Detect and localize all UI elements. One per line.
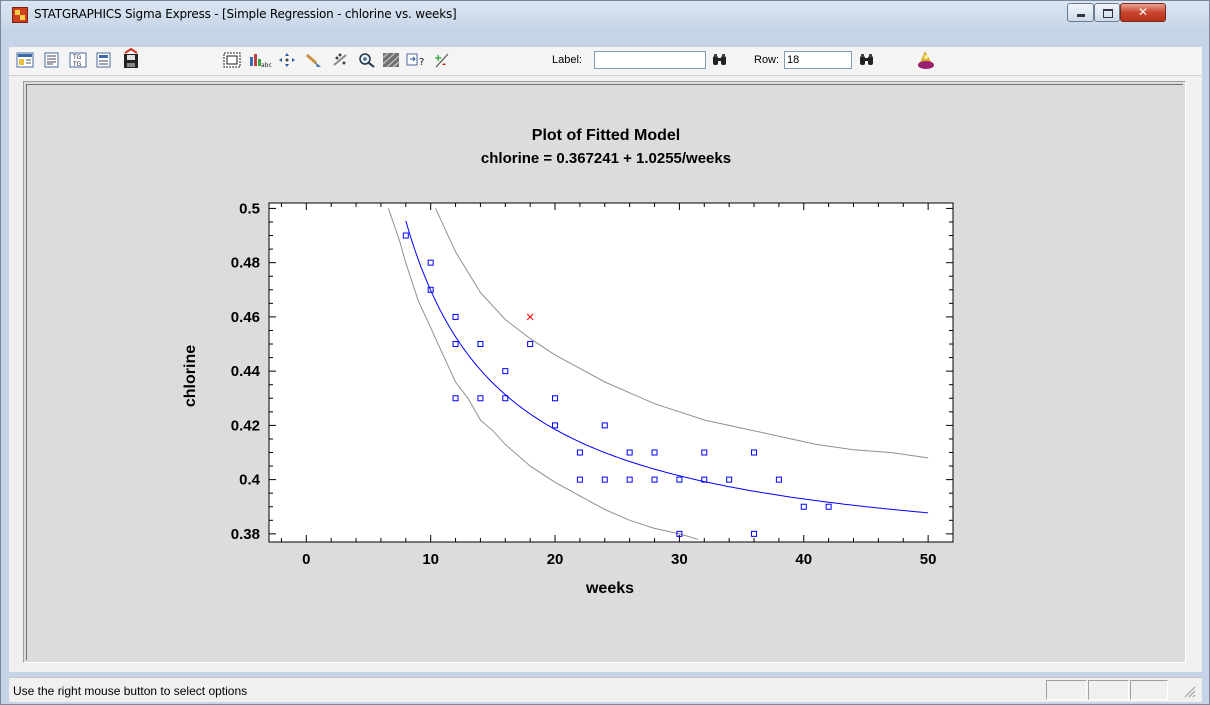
data-point bbox=[676, 530, 683, 537]
find-label-icon[interactable] bbox=[711, 52, 729, 68]
data-point bbox=[800, 503, 807, 510]
data-point bbox=[502, 395, 509, 402]
data-point bbox=[701, 449, 708, 456]
minimize-button[interactable] bbox=[1067, 3, 1094, 22]
x-tick-label: 10 bbox=[422, 551, 439, 568]
y-tick-label: 0.48 bbox=[231, 255, 260, 272]
x-tick-label: 0 bbox=[302, 551, 310, 568]
data-point bbox=[651, 476, 658, 483]
find-row-icon[interactable] bbox=[858, 52, 876, 68]
svg-text:abc: abc bbox=[261, 62, 272, 68]
fitted-model-chart[interactable]: Plot of Fitted Model chlorine = 0.367241… bbox=[27, 85, 1177, 653]
x-tick-label: 50 bbox=[920, 551, 937, 568]
row-input[interactable] bbox=[784, 51, 852, 69]
x-tick-label: 40 bbox=[795, 551, 812, 568]
data-point bbox=[576, 449, 583, 456]
status-cell-1 bbox=[1046, 680, 1087, 700]
data-point bbox=[477, 395, 484, 402]
data-point bbox=[726, 476, 733, 483]
title-bar[interactable]: STATGRAPHICS Sigma Express - [Simple Reg… bbox=[1, 1, 1209, 27]
lower-prediction-band bbox=[387, 208, 699, 540]
fitted-line bbox=[405, 220, 929, 514]
data-point bbox=[427, 259, 434, 266]
analysis-options-icon[interactable] bbox=[16, 52, 34, 68]
data-point bbox=[452, 313, 459, 320]
graph-pane[interactable]: Plot of Fitted Model chlorine = 0.367241… bbox=[23, 81, 1186, 663]
data-point bbox=[527, 341, 534, 348]
maximize-button[interactable] bbox=[1094, 3, 1120, 22]
data-point bbox=[402, 232, 409, 239]
x-tick-label: 20 bbox=[547, 551, 564, 568]
data-point bbox=[751, 449, 758, 456]
svg-text:TG: TG bbox=[72, 54, 82, 61]
status-message: Use the right mouse button to select opt… bbox=[13, 684, 248, 698]
label-field-label: Label: bbox=[552, 54, 582, 66]
exclude-toggle-icon[interactable]: + - bbox=[433, 52, 451, 68]
status-bar: Use the right mouse button to select opt… bbox=[9, 677, 1202, 702]
data-point bbox=[775, 476, 782, 483]
label-input[interactable] bbox=[594, 51, 706, 69]
y-tick-label: 0.38 bbox=[231, 526, 260, 543]
y-tick-label: 0.42 bbox=[231, 417, 260, 434]
y-tick-label: 0.44 bbox=[231, 363, 261, 380]
tables-icon[interactable] bbox=[43, 52, 61, 68]
row-field-label: Row: bbox=[754, 54, 780, 66]
data-point bbox=[626, 476, 633, 483]
brush-icon[interactable] bbox=[304, 52, 324, 68]
shading-icon[interactable] bbox=[382, 52, 400, 68]
graphs-icon[interactable]: TG TG bbox=[69, 52, 87, 68]
document-area: Plot of Fitted Model chlorine = 0.367241… bbox=[9, 76, 1202, 672]
data-point bbox=[576, 476, 583, 483]
toolbar: TG TG abc ? + - Label: Row: bbox=[9, 46, 1202, 74]
data-point bbox=[751, 530, 758, 537]
data-point bbox=[601, 476, 608, 483]
data-point bbox=[552, 422, 559, 429]
data-point bbox=[626, 449, 633, 456]
zoom-icon[interactable] bbox=[358, 52, 376, 68]
svg-text:TG: TG bbox=[72, 61, 82, 68]
chart-subtitle: chlorine = 0.367241 + 1.0255/weeks bbox=[481, 150, 731, 167]
svg-text:?: ? bbox=[419, 57, 424, 68]
chart-title: Plot of Fitted Model bbox=[532, 127, 680, 144]
close-button[interactable] bbox=[1120, 3, 1166, 22]
data-point bbox=[825, 503, 832, 510]
move-icon[interactable] bbox=[277, 52, 297, 68]
y-tick-label: 0.46 bbox=[231, 309, 260, 326]
statgallery-icon[interactable] bbox=[915, 49, 937, 71]
label-points-icon[interactable]: abc bbox=[248, 52, 272, 68]
graph-options-icon[interactable] bbox=[223, 52, 241, 68]
status-cell-3 bbox=[1130, 680, 1168, 700]
data-point bbox=[477, 341, 484, 348]
y-tick-label: 0.4 bbox=[239, 472, 261, 489]
svg-text:+: + bbox=[434, 53, 442, 64]
upper-prediction-band bbox=[435, 208, 929, 459]
status-cell-2 bbox=[1088, 680, 1129, 700]
pane-options-icon[interactable] bbox=[95, 52, 113, 68]
x-tick-label: 30 bbox=[671, 551, 688, 568]
data-point bbox=[452, 395, 459, 402]
excluded-point bbox=[526, 313, 534, 321]
svg-text:-: - bbox=[442, 59, 446, 68]
window-title: STATGRAPHICS Sigma Express - [Simple Reg… bbox=[34, 7, 457, 21]
statgraphics-app-icon[interactable] bbox=[12, 7, 28, 23]
data-point bbox=[502, 368, 509, 375]
plot-area bbox=[268, 202, 954, 543]
plot-layer: 0 10 20 30 40 50 0.38 0.4 0.42 0.44 0.46 0.48 0.5 bbox=[231, 200, 954, 568]
data-point bbox=[601, 422, 608, 429]
resize-grip-icon[interactable] bbox=[1184, 686, 1196, 698]
data-point bbox=[452, 341, 459, 348]
data-point bbox=[651, 449, 658, 456]
save-results-icon[interactable] bbox=[121, 48, 139, 70]
y-axis-label: chlorine bbox=[182, 345, 199, 407]
y-tick-label: 0.5 bbox=[239, 200, 260, 217]
data-point bbox=[552, 395, 559, 402]
exclude-points-icon[interactable] bbox=[331, 52, 351, 68]
help-icon[interactable]: ? bbox=[406, 52, 430, 68]
graph-pane-inner: Plot of Fitted Model chlorine = 0.367241… bbox=[26, 84, 1183, 660]
data-point bbox=[427, 286, 434, 293]
x-axis-label: weeks bbox=[585, 580, 634, 597]
data-point bbox=[676, 476, 683, 483]
data-point bbox=[701, 476, 708, 483]
